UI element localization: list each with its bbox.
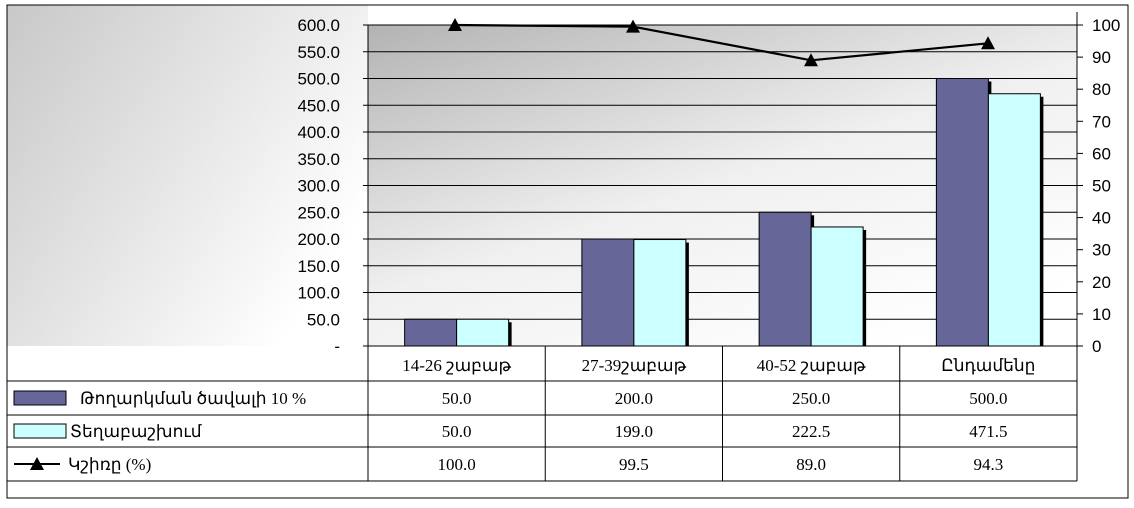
data-table-value: 200.0 xyxy=(615,389,653,408)
y-left-tick-label: 400.0 xyxy=(297,123,340,142)
line-marker xyxy=(804,53,818,67)
bar xyxy=(758,211,812,347)
legend-key xyxy=(13,390,67,406)
data-table-value: 89.0 xyxy=(796,455,826,474)
legend-key xyxy=(13,423,67,439)
bar xyxy=(581,238,635,347)
x-category-label: 40-52 շաբաթ xyxy=(757,356,866,375)
data-table-value: 250.0 xyxy=(792,389,830,408)
data-table-value: 50.0 xyxy=(442,422,472,441)
y-left-tick-label: 600.0 xyxy=(297,16,340,35)
data-table-value: 222.5 xyxy=(792,422,830,441)
y-left-tick-label: 450.0 xyxy=(297,96,340,115)
data-table-value: 99.5 xyxy=(619,455,649,474)
bar xyxy=(404,318,458,347)
y-left-tick-label: 250.0 xyxy=(297,203,340,222)
y-left-tick-label: 50.0 xyxy=(307,310,340,329)
y-right-tick-label: 80 xyxy=(1092,80,1111,99)
y-right-tick-label: 30 xyxy=(1092,241,1111,260)
x-category-label: 27-39շաբաթ xyxy=(582,356,687,375)
bar xyxy=(810,226,864,347)
y-left-tick-label: 500.0 xyxy=(297,70,340,89)
line-marker xyxy=(626,19,640,33)
line-marker xyxy=(981,36,995,50)
y-right-tick-label: 90 xyxy=(1092,48,1111,67)
legend-series-name: Կշիռը (%) xyxy=(68,455,151,474)
data-table-value: 100.0 xyxy=(438,455,476,474)
legend-series-name: Թողարկման ծավալի 10 % xyxy=(80,389,306,408)
data-table-value: 500.0 xyxy=(969,389,1007,408)
y-right-tick-label: 50 xyxy=(1092,177,1111,196)
y-left-tick-label: 150.0 xyxy=(297,257,340,276)
data-table-value: 199.0 xyxy=(615,422,653,441)
y-left-tick-label: 300.0 xyxy=(297,177,340,196)
y-right-tick-label: 70 xyxy=(1092,112,1111,131)
data-table-value: 94.3 xyxy=(974,455,1004,474)
left-background xyxy=(7,5,368,346)
bar xyxy=(935,78,989,347)
y-left-tick-label: - xyxy=(334,337,340,356)
x-category-label: Ընդամենը xyxy=(941,356,1035,375)
bar xyxy=(987,93,1041,347)
data-table-value: 50.0 xyxy=(442,389,472,408)
y-left-tick-label: 100.0 xyxy=(297,284,340,303)
y-left-tick-label: 350.0 xyxy=(297,150,340,169)
chart-frame xyxy=(6,4,1129,499)
y-right-tick-label: 0 xyxy=(1092,337,1101,356)
data-table-value: 471.5 xyxy=(969,422,1007,441)
bar xyxy=(633,239,687,347)
y-left-tick-label: 550.0 xyxy=(297,43,340,62)
y-left-tick-label: 200.0 xyxy=(297,230,340,249)
y-right-tick-label: 20 xyxy=(1092,273,1111,292)
series-line xyxy=(454,23,989,62)
legend-series-name: Տեղաբաշխում xyxy=(70,422,202,441)
y-right-tick-label: 10 xyxy=(1092,305,1111,324)
y-right-tick-label: 40 xyxy=(1092,209,1111,228)
y-right-tick-label: 60 xyxy=(1092,144,1111,163)
y-right-tick-label: 100 xyxy=(1092,16,1120,35)
bar xyxy=(456,318,510,347)
x-category-label: 14-26 շաբաթ xyxy=(402,356,511,375)
legend-key-marker xyxy=(30,457,44,470)
